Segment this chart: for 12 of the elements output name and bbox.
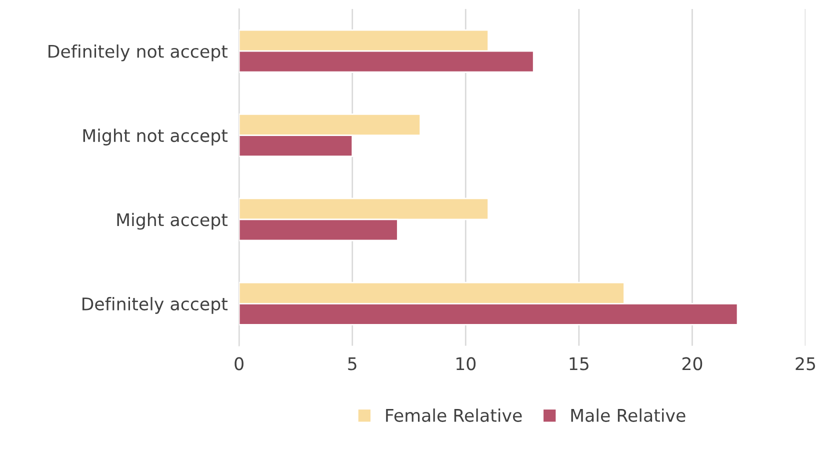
x-tick-label: 10 <box>456 357 476 370</box>
y-tick-label: Definitely not accept <box>48 44 228 62</box>
y-tick-label: Definitely accept <box>82 297 228 314</box>
x-tick-label: 5 <box>348 357 356 370</box>
x-tick-label: 20 <box>682 357 702 370</box>
legend-label: Male Relative <box>571 408 686 422</box>
y-tick-label: Might not accept <box>83 128 228 146</box>
x-tick-label: 25 <box>796 357 816 370</box>
y-tick-label: Might accept <box>117 212 228 230</box>
x-tick-label: 0 <box>234 357 244 370</box>
x-tick-label: 15 <box>570 357 588 370</box>
legend-label: Female Relative <box>386 408 522 422</box>
